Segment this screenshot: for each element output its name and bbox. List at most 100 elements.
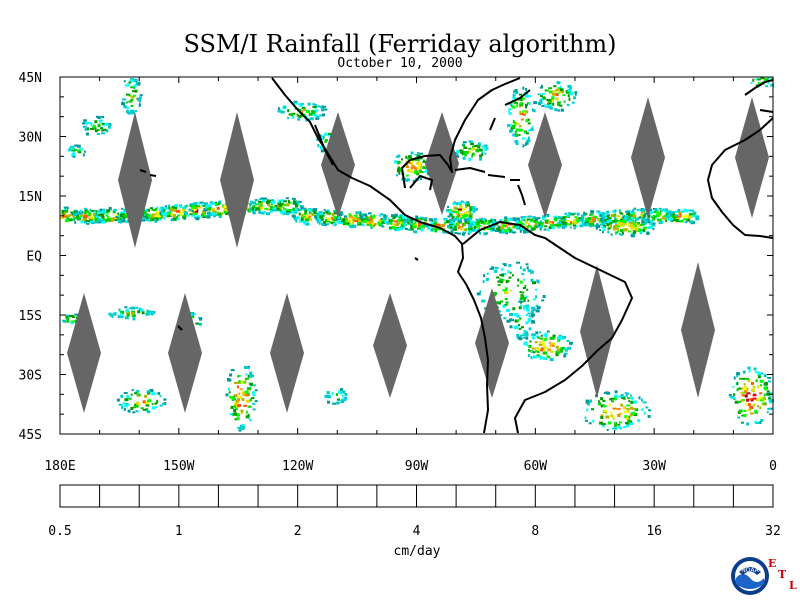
rain-cell xyxy=(229,413,233,416)
rain-cell xyxy=(196,215,201,219)
rain-cell xyxy=(118,218,121,222)
rain-cell xyxy=(64,211,67,214)
rain-cell xyxy=(102,123,105,127)
rain-cell xyxy=(615,231,619,234)
rain-cell xyxy=(333,209,338,213)
rain-cell xyxy=(308,218,313,222)
rain-cell xyxy=(101,210,106,214)
rain-cell xyxy=(555,97,559,101)
rain-cell xyxy=(415,215,419,219)
rain-cell xyxy=(665,212,669,216)
rain-cell xyxy=(431,223,435,226)
lat-label: 30S xyxy=(19,369,42,384)
rain-cell xyxy=(594,224,597,227)
rain-cell xyxy=(519,280,523,284)
rain-cell xyxy=(640,408,644,411)
rain-cell xyxy=(296,216,300,220)
rain-cell xyxy=(763,386,767,390)
rain-cell xyxy=(525,226,528,230)
rain-cell xyxy=(484,149,488,151)
rain-cell xyxy=(532,298,536,301)
rain-cell xyxy=(557,87,560,90)
rain-cell xyxy=(424,219,428,222)
rain-cell xyxy=(515,91,519,95)
rain-cell xyxy=(320,136,324,140)
rain-cell xyxy=(301,213,304,217)
rain-cell xyxy=(767,407,772,410)
rain-cell xyxy=(613,216,616,219)
rain-cell xyxy=(544,221,549,224)
rain-cell xyxy=(541,216,545,220)
rain-cell xyxy=(158,392,161,395)
rain-cell xyxy=(529,340,532,343)
rain-cell xyxy=(525,230,530,234)
rain-cell xyxy=(93,125,97,129)
rain-cell xyxy=(244,390,249,394)
rain-cell xyxy=(544,104,547,107)
rain-cell xyxy=(468,157,472,161)
rain-cell xyxy=(189,210,192,213)
rain-cell xyxy=(543,228,547,231)
rain-cell xyxy=(747,379,751,383)
rain-cell xyxy=(174,204,179,208)
rain-cell xyxy=(567,94,570,98)
rain-cell xyxy=(225,210,228,213)
rain-cell xyxy=(183,214,187,218)
rain-cell xyxy=(152,209,157,212)
rain-cell xyxy=(101,213,104,216)
rain-cell xyxy=(146,390,151,394)
rain-cell xyxy=(250,382,253,386)
noaa-logo: NOAA xyxy=(731,557,769,595)
rain-cell xyxy=(410,225,414,229)
rain-cell xyxy=(538,341,542,344)
rain-cell xyxy=(471,145,474,148)
rain-cell xyxy=(366,216,371,219)
rain-cell xyxy=(501,273,505,277)
rain-cell xyxy=(532,307,536,311)
rain-cell xyxy=(501,267,504,271)
rain-cell xyxy=(158,217,162,221)
rain-cell xyxy=(584,221,587,224)
rain-cell xyxy=(74,144,79,147)
rain-cell xyxy=(581,215,584,219)
rain-cell xyxy=(748,408,752,411)
rain-cell xyxy=(562,222,567,226)
rain-cell xyxy=(303,109,307,112)
rain-cell xyxy=(228,391,231,394)
swath-gap xyxy=(220,112,254,248)
rain-cell xyxy=(625,393,628,397)
rain-cell xyxy=(619,421,622,424)
rain-cell xyxy=(588,422,592,425)
rain-cell xyxy=(519,317,522,320)
rain-cell xyxy=(535,309,540,313)
rain-cell xyxy=(573,219,577,223)
rain-cell xyxy=(751,389,756,393)
rain-cell xyxy=(668,212,671,216)
rain-cell xyxy=(327,212,330,215)
rain-cell xyxy=(248,416,251,420)
rain-cell xyxy=(527,136,530,140)
rain-cell xyxy=(159,215,164,219)
rain-cell xyxy=(554,223,559,226)
coastline xyxy=(414,257,419,261)
rain-cell xyxy=(394,215,397,218)
rain-cell xyxy=(483,232,487,236)
rain-cell xyxy=(418,169,422,172)
rain-cell xyxy=(502,279,505,282)
rain-cell xyxy=(619,233,623,236)
rain-cell xyxy=(87,214,91,217)
rain-cell xyxy=(688,212,692,216)
rain-cell xyxy=(629,423,634,425)
rain-cell xyxy=(573,212,576,215)
rain-cell xyxy=(515,226,518,229)
rain-cell xyxy=(151,392,156,396)
rain-cell xyxy=(525,88,528,91)
rain-cell xyxy=(608,403,611,407)
rain-cell xyxy=(527,118,530,121)
rain-cell xyxy=(525,220,528,224)
rain-cell xyxy=(655,214,660,217)
rain-cell xyxy=(394,160,397,164)
rain-cell xyxy=(399,169,403,172)
rain-cell xyxy=(308,112,313,116)
rain-cell xyxy=(489,226,493,230)
